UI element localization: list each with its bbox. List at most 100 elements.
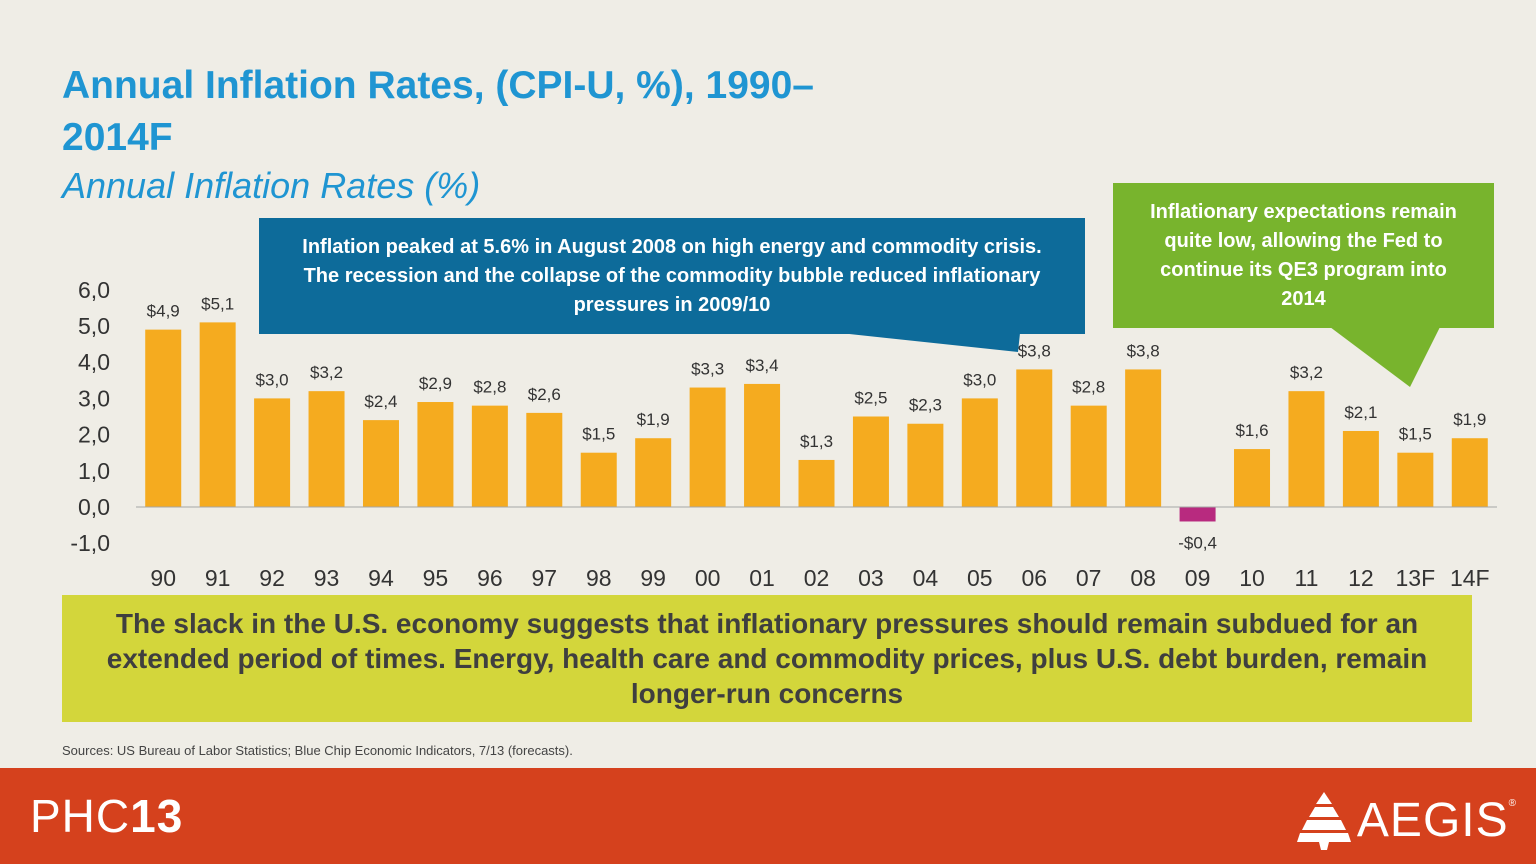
y-tick-label: 1,0 xyxy=(78,458,110,484)
x-tick-label: 92 xyxy=(259,565,285,591)
callout-green-pointer xyxy=(1330,327,1440,387)
bar-03 xyxy=(852,416,889,507)
data-label-08: $3,8 xyxy=(1127,341,1160,360)
chart-subtitle: Annual Inflation Rates (%) xyxy=(62,165,481,206)
bar-07 xyxy=(1070,405,1107,507)
bar-02 xyxy=(798,459,835,507)
bar-06 xyxy=(1016,369,1053,507)
bar-10 xyxy=(1234,449,1271,507)
data-label-93: $3,2 xyxy=(310,363,343,382)
aegis-logo: AEGIS ® xyxy=(1296,790,1516,850)
bar-93 xyxy=(308,391,345,507)
data-label-11: $3,2 xyxy=(1290,363,1323,382)
data-label-13F: $1,5 xyxy=(1399,425,1432,444)
callout-inflation-peak-text: Inflation peaked at 5.6% in August 2008 … xyxy=(302,235,1042,316)
data-label-90: $4,9 xyxy=(147,302,180,321)
phc-logo-text: PHC xyxy=(30,790,131,842)
data-label-10: $1,6 xyxy=(1235,421,1268,440)
aegis-logo-text: AEGIS xyxy=(1356,793,1509,847)
y-tick-label: 6,0 xyxy=(78,277,110,303)
bar-05 xyxy=(961,398,998,507)
x-tick-label: 01 xyxy=(749,565,775,591)
x-tick-label: 07 xyxy=(1076,565,1102,591)
callout-inflation-expectations-text: Inflationary expectations remain quite l… xyxy=(1150,200,1457,310)
y-tick-label: 3,0 xyxy=(78,385,110,411)
bar-97 xyxy=(526,412,563,507)
bar-92 xyxy=(254,398,291,507)
y-tick-label: 2,0 xyxy=(78,422,110,448)
data-label-95: $2,9 xyxy=(419,374,452,393)
data-label-98: $1,5 xyxy=(582,425,615,444)
data-label-09: -$0,4 xyxy=(1178,533,1217,552)
x-tick-label: 13F xyxy=(1396,565,1436,591)
x-tick-label: 91 xyxy=(205,565,231,591)
bar-98 xyxy=(580,452,617,507)
data-label-04: $2,3 xyxy=(909,396,942,415)
summary-note-text: The slack in the U.S. economy suggests t… xyxy=(106,608,1428,709)
bar-90 xyxy=(145,329,182,507)
aegis-registered-mark: ® xyxy=(1508,798,1516,809)
footer-bar: PHC13 AEGIS ® xyxy=(0,768,1536,864)
x-tick-label: 94 xyxy=(368,565,394,591)
x-tick-label: 04 xyxy=(913,565,939,591)
data-label-02: $1,3 xyxy=(800,432,833,451)
x-tick-label: 98 xyxy=(586,565,612,591)
x-tick-label: 12 xyxy=(1348,565,1374,591)
y-tick-label: -1,0 xyxy=(70,530,110,556)
bar-99 xyxy=(635,438,672,507)
data-label-05: $3,0 xyxy=(963,370,996,389)
y-tick-label: 0,0 xyxy=(78,494,110,520)
data-label-14F: $1,9 xyxy=(1453,410,1486,429)
data-label-94: $2,4 xyxy=(364,392,397,411)
aegis-triangle-icon xyxy=(1296,792,1351,850)
callout-inflation-peak: Inflation peaked at 5.6% in August 2008 … xyxy=(259,218,1085,334)
data-label-01: $3,4 xyxy=(746,356,779,375)
phc13-logo: PHC13 xyxy=(30,788,183,844)
x-tick-label: 00 xyxy=(695,565,721,591)
bar-08 xyxy=(1125,369,1162,507)
x-tick-label: 02 xyxy=(804,565,830,591)
x-tick-label: 06 xyxy=(1021,565,1047,591)
data-label-96: $2,8 xyxy=(473,378,506,397)
x-tick-label: 96 xyxy=(477,565,503,591)
bar-95 xyxy=(417,402,454,507)
bar-13F xyxy=(1397,452,1434,507)
x-tick-label: 99 xyxy=(640,565,666,591)
data-label-97: $2,6 xyxy=(528,385,561,404)
page-title: Annual Inflation Rates, (CPI-U, %), 1990… xyxy=(62,64,814,159)
bar-04 xyxy=(907,423,944,507)
x-tick-label: 11 xyxy=(1295,565,1319,591)
x-tick-label: 93 xyxy=(314,565,340,591)
phc-logo-number: 13 xyxy=(130,790,184,842)
y-tick-label: 5,0 xyxy=(78,313,110,339)
data-label-12: $2,1 xyxy=(1344,403,1377,422)
data-label-07: $2,8 xyxy=(1072,378,1105,397)
bar-11 xyxy=(1288,391,1325,507)
data-label-03: $2,5 xyxy=(854,389,887,408)
x-tick-label: 03 xyxy=(858,565,884,591)
x-tick-label: 05 xyxy=(967,565,993,591)
x-tick-label: 09 xyxy=(1185,565,1211,591)
data-label-00: $3,3 xyxy=(691,360,724,379)
data-label-92: $3,0 xyxy=(256,370,289,389)
bar-14F xyxy=(1451,438,1488,507)
data-label-06: $3,8 xyxy=(1018,341,1051,360)
bar-12 xyxy=(1342,430,1379,507)
x-tick-label: 08 xyxy=(1130,565,1156,591)
x-tick-label: 14F xyxy=(1450,565,1490,591)
bar-09 xyxy=(1179,507,1216,522)
bar-94 xyxy=(362,420,399,507)
x-tick-label: 97 xyxy=(532,565,558,591)
data-label-91: $5,1 xyxy=(201,294,234,313)
callout-blue-pointer xyxy=(840,333,1020,352)
x-tick-label: 90 xyxy=(150,565,176,591)
callout-inflation-expectations: Inflationary expectations remain quite l… xyxy=(1113,183,1494,328)
x-tick-label: 10 xyxy=(1239,565,1265,591)
data-label-99: $1,9 xyxy=(637,410,670,429)
bar-00 xyxy=(689,387,726,507)
inflation-bar-chart: 6,0 5,0 4,0 3,0 2,0 1,0 0,0 -1,0 $4,9 $5,1 $3,0 $3… xyxy=(70,277,1497,591)
x-tick-label: 95 xyxy=(423,565,449,591)
bar-01 xyxy=(744,383,781,507)
bar-91 xyxy=(199,322,236,507)
summary-note: The slack in the U.S. economy suggests t… xyxy=(62,595,1472,722)
